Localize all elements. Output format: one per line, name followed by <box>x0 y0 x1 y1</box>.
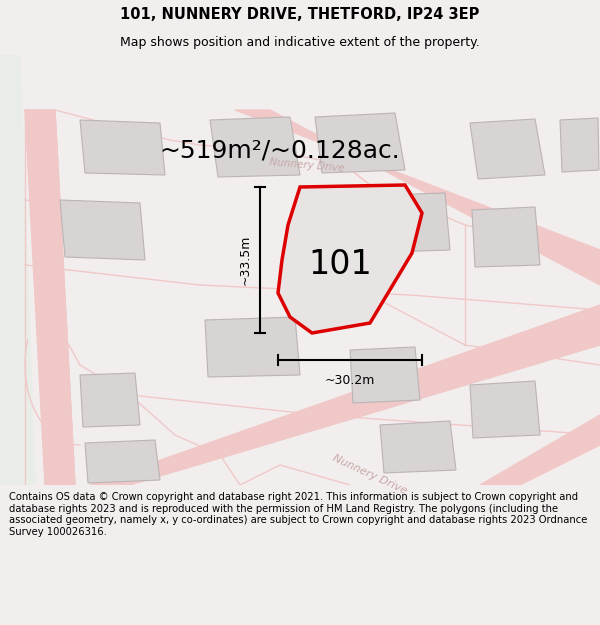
Polygon shape <box>315 113 405 173</box>
Text: 101, NUNNERY DRIVE, THETFORD, IP24 3EP: 101, NUNNERY DRIVE, THETFORD, IP24 3EP <box>121 8 479 22</box>
Polygon shape <box>85 440 160 483</box>
Text: ~519m²/~0.128ac.: ~519m²/~0.128ac. <box>160 138 400 162</box>
Polygon shape <box>205 317 300 377</box>
Text: 101: 101 <box>308 249 372 281</box>
Text: Nunnery Drive: Nunnery Drive <box>331 453 409 497</box>
Polygon shape <box>25 110 75 485</box>
Polygon shape <box>210 117 300 177</box>
Polygon shape <box>385 193 450 252</box>
Polygon shape <box>60 200 145 260</box>
Polygon shape <box>470 119 545 179</box>
Polygon shape <box>350 347 420 403</box>
Text: ~30.2m: ~30.2m <box>325 374 375 387</box>
Polygon shape <box>235 110 600 285</box>
Text: Contains OS data © Crown copyright and database right 2021. This information is : Contains OS data © Crown copyright and d… <box>9 492 587 537</box>
Polygon shape <box>0 55 35 485</box>
Polygon shape <box>472 207 540 267</box>
Polygon shape <box>380 421 456 473</box>
Text: Map shows position and indicative extent of the property.: Map shows position and indicative extent… <box>120 36 480 49</box>
Polygon shape <box>470 381 540 438</box>
Polygon shape <box>278 185 422 333</box>
Polygon shape <box>90 305 600 485</box>
Text: Nunnery Drive: Nunnery Drive <box>269 157 345 173</box>
Polygon shape <box>80 373 140 427</box>
Polygon shape <box>480 415 600 485</box>
Text: ~33.5m: ~33.5m <box>239 235 252 285</box>
Polygon shape <box>560 118 599 172</box>
Polygon shape <box>80 120 165 175</box>
